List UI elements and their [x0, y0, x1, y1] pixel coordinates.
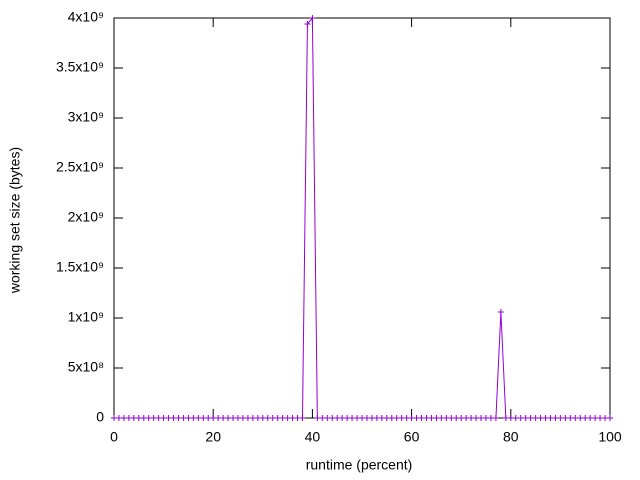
y-tick-label: 2.5x10⁹	[56, 159, 104, 175]
x-tick-label: 80	[503, 429, 519, 445]
y-tick-label: 3.5x10⁹	[56, 59, 104, 75]
y-tick-label: 1x10⁹	[68, 309, 104, 325]
y-tick-label: 4x10⁹	[68, 9, 104, 25]
y-tick-label: 3x10⁹	[68, 109, 104, 125]
point-marker	[299, 415, 306, 421]
plot-border	[113, 17, 611, 419]
x-tick-label: 100	[598, 429, 622, 445]
y-tick-label: 5x10⁸	[68, 359, 104, 375]
x-tick-label: 40	[305, 429, 321, 445]
point-marker	[309, 15, 316, 21]
y-tick-label: 0	[96, 409, 104, 425]
x-tick-label: 60	[404, 429, 420, 445]
point-marker	[607, 415, 613, 421]
x-axis-label: runtime (percent)	[306, 457, 413, 473]
point-marker	[492, 415, 499, 421]
point-marker	[304, 21, 311, 27]
point-marker	[497, 309, 504, 315]
data-line	[114, 16, 610, 419]
y-axis-label: working set size (bytes)	[7, 147, 23, 294]
y-tick-label: 1.5x10⁹	[56, 259, 104, 275]
x-tick-label: 20	[205, 429, 221, 445]
y-tick-label: 2x10⁹	[68, 209, 104, 225]
x-tick-label: 0	[110, 429, 118, 445]
